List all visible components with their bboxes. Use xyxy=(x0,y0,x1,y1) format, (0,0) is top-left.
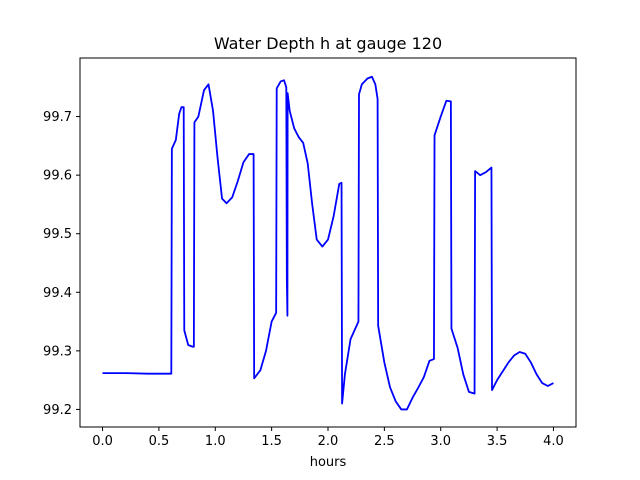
y-tick-label: 99.5 xyxy=(43,227,72,242)
x-axis-ticks: 0.0 0.5 1.0 1.5 2.0 2.5 3.0 3.5 4.0 xyxy=(92,427,564,449)
series-line xyxy=(102,75,554,411)
x-tick-label: 0.5 xyxy=(149,434,170,449)
x-axis-label: hours xyxy=(310,455,347,470)
y-tick-label: 99.2 xyxy=(43,403,72,418)
x-tick-label: 2.0 xyxy=(318,434,339,449)
y-tick-label: 99.3 xyxy=(43,344,72,359)
y-tick-label: 99.4 xyxy=(43,286,72,301)
x-tick-label: 4.0 xyxy=(543,434,564,449)
x-tick-label: 1.5 xyxy=(261,434,282,449)
x-tick-label: 3.0 xyxy=(430,434,451,449)
x-tick-label: 0.0 xyxy=(92,434,113,449)
x-tick-label: 3.5 xyxy=(487,434,508,449)
y-tick-label: 99.6 xyxy=(43,169,72,184)
chart-title: Water Depth h at gauge 120 xyxy=(214,34,442,53)
x-tick-label: 2.5 xyxy=(374,434,395,449)
y-tick-label: 99.7 xyxy=(43,110,72,125)
y-axis-ticks: 99.2 99.3 99.4 99.5 99.6 99.7 xyxy=(43,110,80,418)
plot-area-frame xyxy=(79,57,577,428)
x-tick-label: 1.0 xyxy=(205,434,226,449)
